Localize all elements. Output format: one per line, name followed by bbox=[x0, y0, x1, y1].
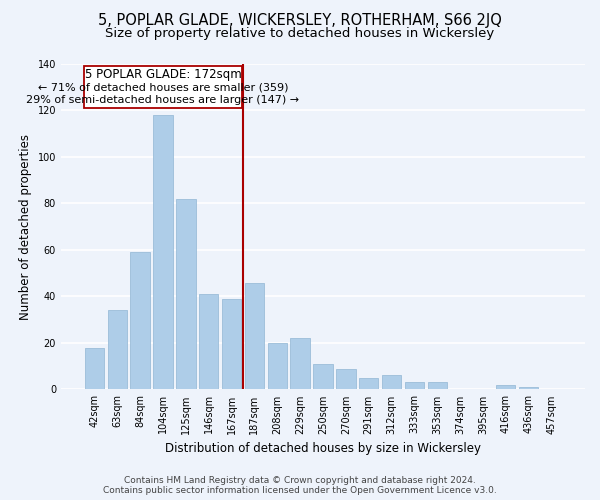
Bar bbox=[130, 252, 150, 390]
Bar bbox=[382, 376, 401, 390]
X-axis label: Distribution of detached houses by size in Wickersley: Distribution of detached houses by size … bbox=[165, 442, 481, 455]
Bar bbox=[199, 294, 218, 390]
Bar bbox=[268, 343, 287, 390]
Bar bbox=[107, 310, 127, 390]
Y-axis label: Number of detached properties: Number of detached properties bbox=[19, 134, 32, 320]
Text: 5, POPLAR GLADE, WICKERSLEY, ROTHERHAM, S66 2JQ: 5, POPLAR GLADE, WICKERSLEY, ROTHERHAM, … bbox=[98, 12, 502, 28]
Bar bbox=[496, 385, 515, 390]
Bar bbox=[85, 348, 104, 390]
Bar bbox=[222, 299, 241, 390]
Bar bbox=[290, 338, 310, 390]
Text: 29% of semi-detached houses are larger (147) →: 29% of semi-detached houses are larger (… bbox=[26, 95, 299, 105]
Bar bbox=[313, 364, 333, 390]
Bar bbox=[176, 199, 196, 390]
FancyBboxPatch shape bbox=[84, 66, 242, 108]
Text: 5 POPLAR GLADE: 172sqm: 5 POPLAR GLADE: 172sqm bbox=[85, 68, 241, 81]
Bar bbox=[428, 382, 447, 390]
Text: Contains HM Land Registry data © Crown copyright and database right 2024.
Contai: Contains HM Land Registry data © Crown c… bbox=[103, 476, 497, 495]
Bar bbox=[154, 115, 173, 390]
Bar bbox=[404, 382, 424, 390]
Bar bbox=[245, 282, 264, 390]
Bar bbox=[336, 368, 356, 390]
Bar bbox=[519, 387, 538, 390]
Bar bbox=[359, 378, 379, 390]
Text: ← 71% of detached houses are smaller (359): ← 71% of detached houses are smaller (35… bbox=[38, 82, 289, 92]
Text: Size of property relative to detached houses in Wickersley: Size of property relative to detached ho… bbox=[106, 28, 494, 40]
